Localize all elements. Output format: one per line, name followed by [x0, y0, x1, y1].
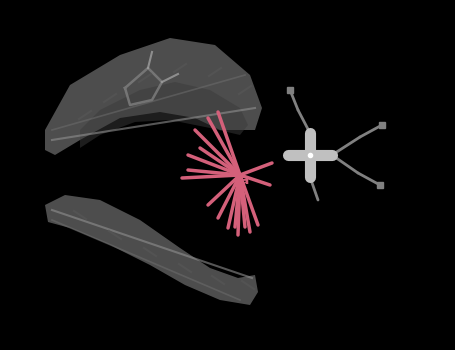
Polygon shape — [80, 82, 248, 148]
Text: Ta: Ta — [233, 173, 251, 187]
Polygon shape — [45, 195, 258, 305]
Polygon shape — [45, 38, 262, 155]
